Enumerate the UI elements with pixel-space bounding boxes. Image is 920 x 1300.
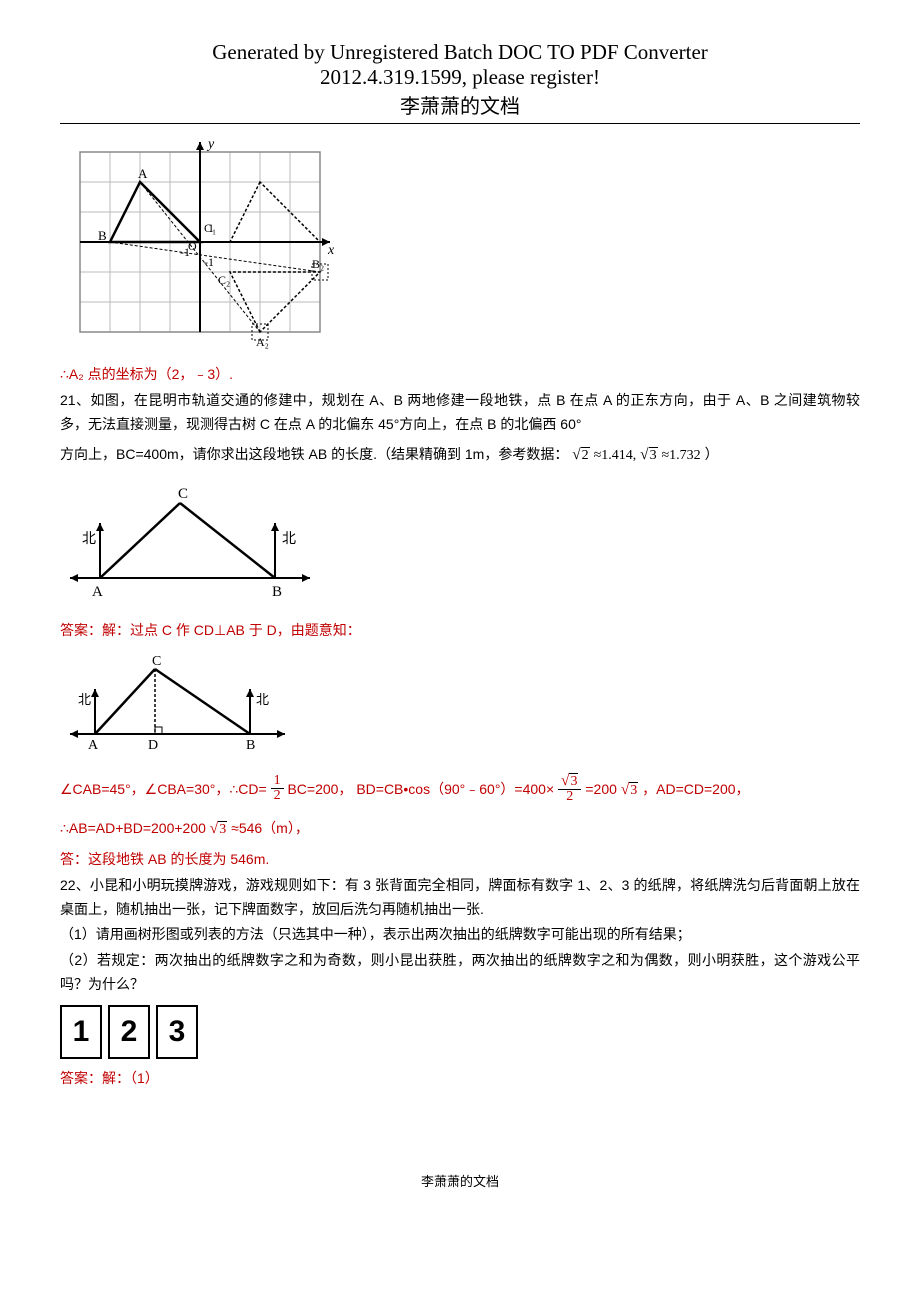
label-x: x [327,243,335,258]
solution-21-conclusion: 答：这段地铁 AB 的长度为 546m. [60,848,860,872]
north-b-fig3: 北 [256,692,269,707]
sol-part4: ，AD=CD=200， [642,781,749,797]
question-21-line2: 方向上，BC=400m，请你求出这段地铁 AB 的长度.（结果精确到 1m，参考… [60,438,860,472]
sol-part2: BC=200， BD=CB•cos（90°﹣60°）=400× [287,781,554,797]
sqrt3-b: 3 [210,812,227,846]
header-rule [60,123,860,124]
approx3: ≈1.732 [661,448,700,463]
card-3: 3 [156,1005,198,1059]
solution-21-line2: ∴AB=AD+BD=200+200 3 ≈546（m）， [60,812,860,846]
q22-text1: 小昆和小明玩摸牌游戏，游戏规则如下：有 3 张背面完全相同，牌面标有数字 1、2… [60,877,860,917]
frac-half: 12 [271,774,284,803]
question-22-sub1: （1）请用画树形图或列表的方法（只选其中一种），表示出两次抽出的纸牌数字可能出现… [60,923,860,947]
figure-triangle-abd: 北 北 A B C D [60,649,860,764]
header-line3: 李萧萧的文档 [60,90,860,119]
answer-21-intro: 答案：解：过点 C 作 CD⊥AB 于 D，由题意知： [60,619,860,643]
label-A: A [138,166,148,181]
page-header: Generated by Unregistered Batch DOC TO P… [60,40,860,119]
C-fig3: C [152,654,161,669]
sqrt2-symbol: 2 [572,438,589,472]
cards-figure: 1 2 3 [60,1005,860,1059]
q21-text2-post: ） [705,446,719,462]
D-fig3: D [148,738,158,753]
header-line2: 2012.4.319.1599, please register! [60,65,860,90]
sol-l2-pre: ∴AB=AD+BD=200+200 [60,820,206,836]
q21-num: 21、 [60,392,90,408]
answer-20-coord: ∴A₂ 点的坐标为（2，﹣3）. [60,363,860,387]
north-label-b: 北 [282,531,296,547]
label-neg1y: -1 [204,255,214,269]
label-A2: A₂ [256,335,269,349]
label-B: B [98,228,107,243]
label-C-fig2: C [178,486,188,502]
approx2: ≈1.414, [594,448,637,463]
question-22: 22、小昆和小明玩摸牌游戏，游戏规则如下：有 3 张背面完全相同，牌面标有数字 … [60,874,860,922]
figure-coordinate-grid: A B C₁ 1 -1 O -1 C₂ A₂ B₂ y x [60,132,860,357]
question-22-sub2: （2）若规定：两次抽出的纸牌数字之和为奇数，则小昆出获胜，两次抽出的纸牌数字之和… [60,949,860,997]
label-O: O [188,239,197,253]
label-B-fig2: B [272,584,282,600]
header-line1: Generated by Unregistered Batch DOC TO P… [60,40,860,65]
sol-part3: =200 [585,781,617,797]
label-C2: C₂ [218,273,230,287]
label-y: y [206,137,215,152]
A-fig3: A [88,738,99,753]
q21-text2-pre: 方向上，BC=400m，请你求出这段地铁 AB 的长度.（结果精确到 1m，参考… [60,446,568,462]
card-2: 2 [108,1005,150,1059]
sol-part1: ∠CAB=45°，∠CBA=30°，∴CD= [60,781,267,797]
label-one: 1 [208,221,214,235]
solution-21-line1: ∠CAB=45°，∠CBA=30°，∴CD= 12 BC=200， BD=CB•… [60,770,860,810]
sqrt3-a: 3 [621,770,638,810]
q21-text1: 如图，在昆明市轨道交通的修建中，规划在 A、B 两地修建一段地铁，点 B 在点 … [60,392,860,432]
B-fig3: B [246,738,255,753]
frac-sqrt3-2: 32 [558,773,581,804]
north-label-a: 北 [82,531,96,547]
figure-triangle-ab: 北 北 A B C [60,478,860,613]
north-a-fig3: 北 [78,692,91,707]
q22-num: 22、 [60,877,90,893]
label-A2: A [92,584,103,600]
question-21: 21、如图，在昆明市轨道交通的修建中，规划在 A、B 两地修建一段地铁，点 B … [60,389,860,437]
page-footer: 李萧萧的文档 [60,1171,860,1190]
sqrt3-symbol: 3 [640,438,657,472]
answer-22: 答案：解：（1） [60,1067,860,1091]
card-1: 1 [60,1005,102,1059]
sol-l2-post: ≈546（m）， [231,820,309,836]
